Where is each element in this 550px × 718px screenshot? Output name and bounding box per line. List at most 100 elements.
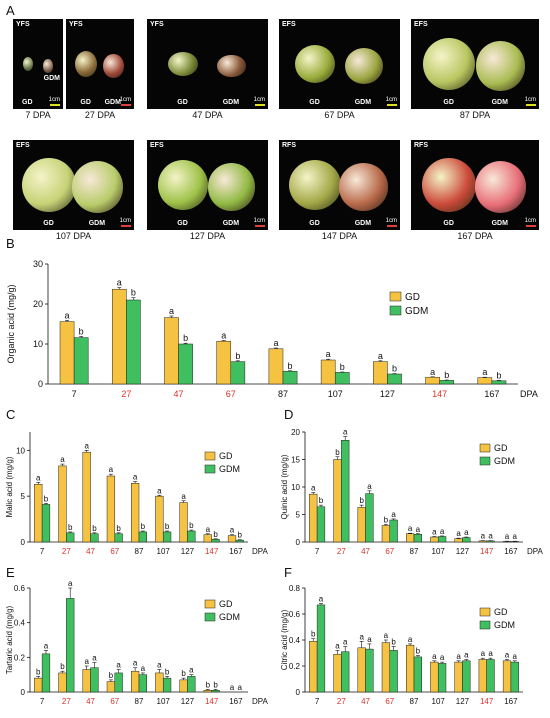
x-tick-label: 127 bbox=[181, 697, 195, 706]
gd-bar bbox=[478, 659, 487, 693]
significance-letter: b bbox=[109, 671, 114, 680]
gdm-bar bbox=[162, 677, 172, 693]
stage-label: RFS bbox=[282, 142, 296, 149]
scale-bar bbox=[50, 104, 60, 106]
gd-bar bbox=[454, 661, 463, 693]
gd-bar bbox=[155, 495, 164, 543]
x-tick-label: 7 bbox=[40, 547, 45, 556]
x-tick-label: 87 bbox=[135, 547, 144, 556]
fruit-photo: YFS GD GDM 1cm bbox=[147, 19, 268, 109]
gd-bar bbox=[430, 536, 439, 543]
y-tick-label: 0.2 bbox=[289, 662, 301, 671]
significance-letter: a bbox=[36, 473, 41, 482]
gdm-label: GDM bbox=[491, 99, 508, 106]
significance-letter: b bbox=[235, 351, 240, 361]
y-tick-label: 0 bbox=[38, 379, 43, 389]
panel-letter-f: F bbox=[284, 565, 292, 580]
gd-bar bbox=[34, 484, 43, 543]
gdm-bar bbox=[41, 504, 51, 543]
significance-letter: a bbox=[408, 635, 413, 644]
significance-letter: a bbox=[68, 579, 73, 588]
x-tick-label: 27 bbox=[337, 697, 346, 706]
gd-label: GD bbox=[443, 220, 454, 227]
gd-label: GD bbox=[80, 99, 91, 106]
x-tick-label: 127 bbox=[181, 547, 195, 556]
legend-label: GDM bbox=[219, 464, 240, 474]
y-tick-label: 5 bbox=[21, 492, 26, 501]
x-tick-label: 67 bbox=[110, 547, 119, 556]
legend-label: GD bbox=[494, 443, 508, 453]
significance-letter: a bbox=[488, 649, 493, 658]
x-tick-label: 167 bbox=[484, 389, 499, 399]
significance-letter: b bbox=[131, 288, 136, 298]
gdm-fruit bbox=[475, 41, 526, 91]
gd-bar bbox=[179, 502, 188, 543]
x-tick-label: 87 bbox=[278, 389, 288, 399]
gd-label: GD bbox=[309, 220, 320, 227]
significance-letter: b bbox=[92, 524, 97, 533]
significance-letter: a bbox=[432, 652, 437, 661]
gd-fruit bbox=[422, 158, 477, 212]
significance-letter: a bbox=[513, 652, 518, 661]
photo-caption: 7 DPA bbox=[25, 110, 51, 120]
scale-bar bbox=[526, 225, 536, 227]
gd-bar bbox=[373, 361, 388, 385]
gdm-bar bbox=[73, 337, 89, 385]
gdm-bar bbox=[114, 533, 123, 543]
gd-bar bbox=[155, 672, 164, 693]
significance-letter: b bbox=[391, 638, 396, 647]
gd-bar bbox=[381, 525, 391, 543]
significance-letter: a bbox=[44, 641, 49, 650]
x-axis-label: DPA bbox=[252, 697, 269, 706]
gd-bar bbox=[454, 538, 463, 543]
gdm-bar bbox=[114, 672, 123, 693]
gd-bar bbox=[164, 317, 179, 385]
gd-fruit bbox=[423, 38, 476, 90]
gd-label: GD bbox=[309, 99, 320, 106]
gd-bar bbox=[357, 647, 366, 693]
significance-letter: a bbox=[133, 659, 138, 668]
gd-label: GD bbox=[22, 99, 33, 106]
gdm-bar bbox=[510, 661, 519, 693]
gd-bar bbox=[106, 681, 116, 693]
legend-label: GD bbox=[219, 451, 233, 461]
x-tick-label: 47 bbox=[361, 547, 370, 556]
x-tick-label: 107 bbox=[157, 547, 171, 556]
gdm-bar bbox=[235, 539, 244, 543]
significance-letter: b bbox=[288, 361, 293, 371]
x-tick-label: 87 bbox=[410, 697, 419, 706]
photo-caption: 47 DPA bbox=[192, 110, 223, 120]
gdm-label: GDM bbox=[354, 220, 372, 227]
gdm-bar bbox=[439, 380, 455, 385]
y-tick-label: 30 bbox=[33, 259, 43, 269]
gdm-bar bbox=[178, 343, 193, 385]
gdm-bar bbox=[437, 536, 447, 543]
significance-letter: b bbox=[44, 495, 49, 504]
panel-letter-a: A bbox=[6, 3, 15, 18]
gdm-bar bbox=[389, 519, 398, 543]
stage-label: EFS bbox=[16, 142, 30, 149]
x-tick-label: 67 bbox=[385, 547, 394, 556]
gd-bar bbox=[309, 493, 318, 543]
significance-letter: b bbox=[183, 333, 188, 343]
y-tick-label: 0 bbox=[296, 538, 301, 547]
y-tick-label: 0 bbox=[21, 538, 26, 547]
gd-bar bbox=[502, 660, 512, 693]
significance-letter: b bbox=[189, 521, 194, 530]
legend-swatch bbox=[479, 620, 491, 630]
legend-swatch bbox=[479, 443, 491, 453]
legend-swatch bbox=[204, 464, 216, 474]
significance-letter: b bbox=[384, 515, 389, 524]
legend-swatch bbox=[204, 451, 216, 461]
gdm-bar bbox=[211, 539, 220, 543]
scale-bar bbox=[526, 104, 536, 106]
significance-letter: a bbox=[464, 528, 469, 537]
stage-label: EFS bbox=[414, 21, 428, 28]
x-tick-label: 47 bbox=[174, 389, 184, 399]
significance-letter: a bbox=[343, 427, 348, 436]
significance-letter: b bbox=[68, 523, 73, 532]
scale-label: 1cm bbox=[48, 97, 60, 103]
gdm-bar bbox=[138, 531, 148, 543]
